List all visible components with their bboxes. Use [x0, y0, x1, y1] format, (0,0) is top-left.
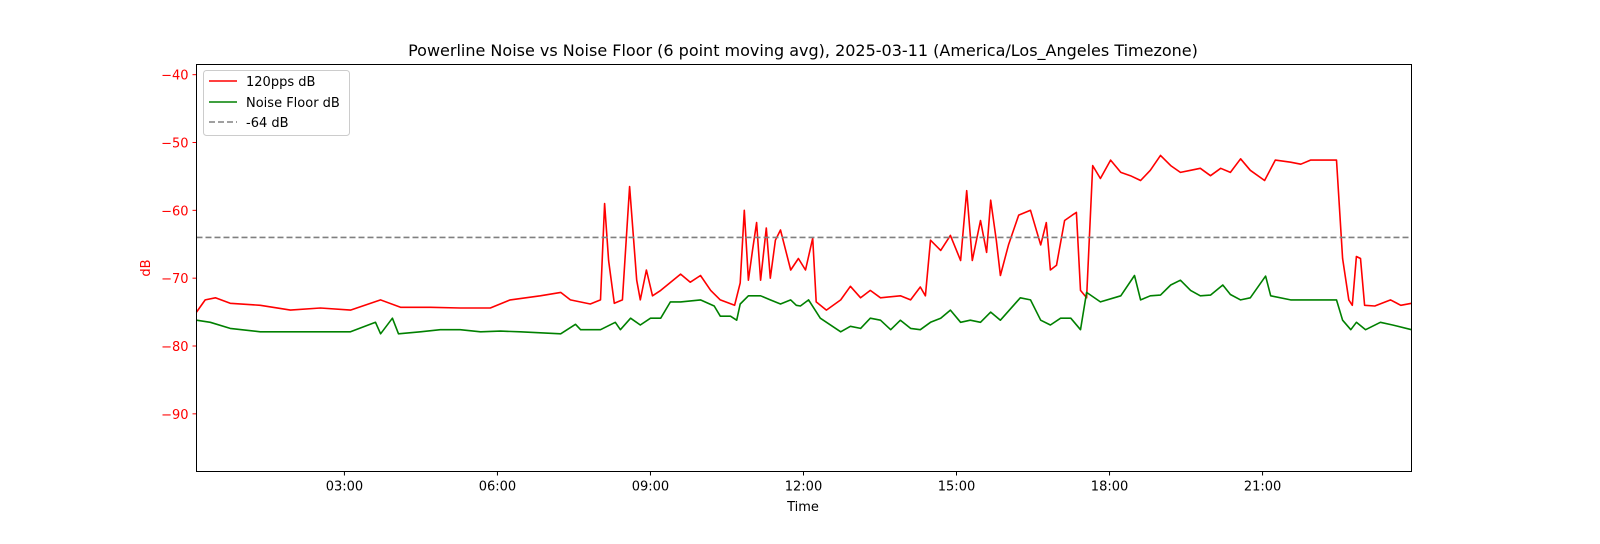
y-tick-label: −60 [161, 204, 188, 219]
legend-label-noise-floor: Noise Floor dB [246, 96, 340, 111]
y-tick-label: −70 [161, 272, 188, 287]
y-tick-label: −50 [161, 137, 188, 152]
series-line-noise-floor [196, 274, 1412, 335]
y-tick-label: −80 [161, 340, 188, 355]
series-line-120pps [195, 154, 1412, 313]
y-tick-label: −40 [161, 69, 188, 84]
x-tick-label: 03:00 [326, 480, 363, 495]
x-tick-label: 12:00 [785, 480, 822, 495]
plot-frame [196, 64, 1412, 472]
y-axis-label: dB [139, 259, 154, 276]
x-tick-label: 18:00 [1091, 480, 1128, 495]
x-tick-label: 09:00 [632, 480, 669, 495]
x-tick-label: 06:00 [479, 480, 516, 495]
legend-label-reference: -64 dB [246, 116, 289, 131]
x-tick-label: 15:00 [938, 480, 975, 495]
chart-title: Powerline Noise vs Noise Floor (6 point … [408, 41, 1198, 61]
y-tick-label: −90 [161, 408, 188, 423]
legend: 120pps dB Noise Floor dB -64 dB [203, 70, 350, 136]
legend-label-120pps: 120pps dB [246, 75, 315, 90]
x-axis-label: Time [786, 500, 819, 515]
x-tick-label: 21:00 [1244, 480, 1281, 495]
